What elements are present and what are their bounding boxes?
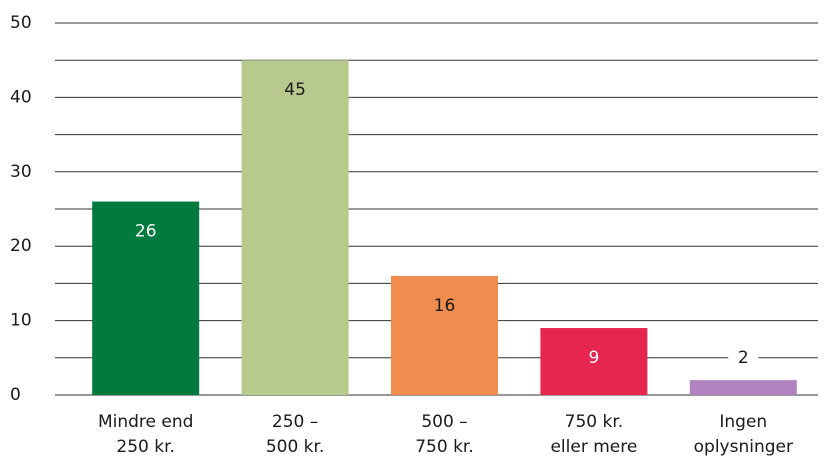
bar [391,275,498,395]
value-label: 16 [434,296,456,316]
bar [540,328,648,395]
x-tick-label: oplysninger [694,437,793,457]
x-tick-label: eller mere [550,437,637,457]
x-tick-label: 250 – [272,412,318,432]
y-tick-label: 30 [10,162,32,182]
x-tick-label: Mindre end [98,412,193,432]
y-tick-label: 20 [10,236,32,256]
label-background [728,347,759,370]
y-tick-label: 0 [10,385,21,405]
x-tick-label: 750 kr. [415,437,474,457]
value-label: 2 [738,348,749,368]
value-label: 9 [588,348,599,368]
bar [92,201,200,395]
y-tick-label: 50 [10,13,32,33]
y-tick-label: 10 [10,311,32,331]
x-tick-label: 500 kr. [266,437,325,457]
y-tick-label: 40 [10,87,32,107]
bar [241,60,349,395]
x-tick-label: 750 kr. [565,412,624,432]
x-tick-label: 500 – [421,412,467,432]
x-tick-label: 250 kr. [116,437,175,457]
value-label: 26 [135,222,157,242]
value-label: 45 [284,80,306,100]
bar [689,380,797,395]
x-tick-label: Ingen [719,412,767,432]
